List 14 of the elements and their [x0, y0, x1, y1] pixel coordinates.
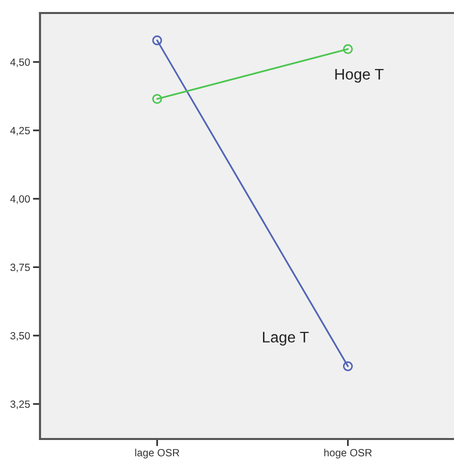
point — [342, 44, 353, 54]
x-tick-label: lage OSR — [135, 448, 180, 458]
series-label: Lage T — [263, 332, 309, 346]
x-tick-label: hoge OSR — [324, 448, 372, 458]
point — [152, 94, 162, 104]
point — [152, 35, 162, 46]
y-tick-label: 4,25 — [10, 126, 30, 136]
y-tick-label: 3,25 — [10, 400, 30, 410]
series-label: Hoge T — [335, 68, 384, 83]
y-tick-label: 3,75 — [10, 264, 30, 272]
y-tick-label: 4,50 — [10, 58, 30, 68]
point — [342, 361, 353, 372]
y-tick-label: 4,00 — [10, 195, 30, 204]
y-tick-label: 3,50 — [10, 332, 30, 341]
